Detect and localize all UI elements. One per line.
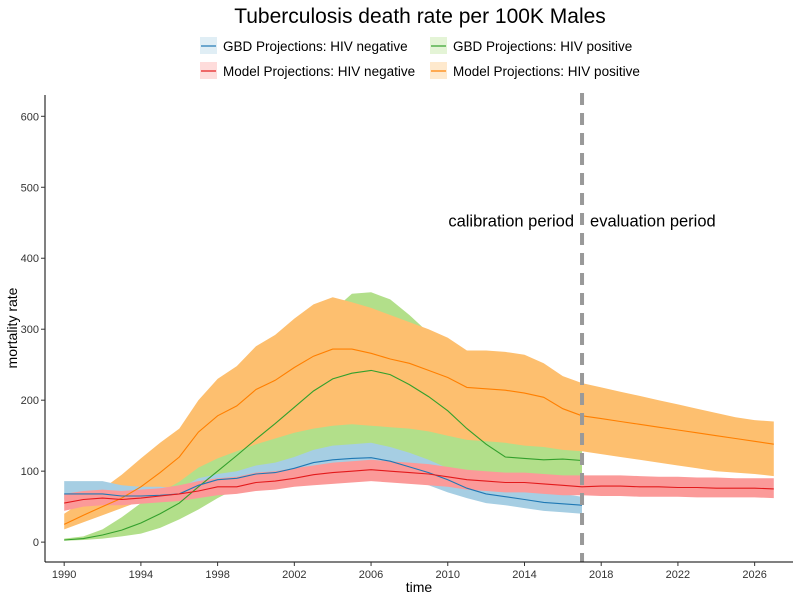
series-lines — [63, 348, 774, 541]
x-tick-label: 1990 — [52, 569, 76, 581]
x-tick-label: 2006 — [359, 569, 383, 581]
line-series-3 — [64, 469, 774, 504]
legend-item: Model Projections: HIV negative — [200, 62, 415, 79]
y-tick-label: 100 — [21, 466, 39, 478]
legend-label: Model Projections: HIV positive — [453, 64, 640, 79]
line-series-1 — [63, 348, 774, 525]
calibration-period-label: calibration period — [448, 212, 574, 230]
x-tick-label: 2002 — [282, 569, 306, 581]
line-series-0 — [64, 369, 583, 541]
y-tick-label: 0 — [33, 537, 39, 549]
x-tick-label: 2026 — [742, 569, 766, 581]
y-axis-title: mortality rate — [4, 287, 20, 368]
x-tick-label: 2010 — [436, 569, 460, 581]
legend: GBD Projections: HIV negative GBD Project… — [200, 37, 640, 79]
legend-item: GBD Projections: HIV positive — [430, 37, 632, 54]
x-axis-title: time — [406, 579, 433, 595]
y-tick-label: 300 — [21, 324, 39, 336]
confidence-bands — [64, 292, 774, 541]
legend-label: GBD Projections: HIV positive — [453, 39, 632, 54]
x-tick-label: 2022 — [666, 569, 690, 581]
line-series-2 — [64, 457, 583, 506]
legend-item: GBD Projections: HIV negative — [200, 37, 408, 54]
x-tick-label: 2018 — [589, 569, 613, 581]
chart-title: Tuberculosis death rate per 100K Males — [234, 5, 606, 28]
x-tick-label: 1994 — [129, 569, 153, 581]
x-tick-label: 1998 — [205, 569, 229, 581]
y-tick-label: 500 — [21, 182, 39, 194]
band-series-1 — [64, 297, 774, 530]
axes: 0 100 200 300 400 500 600 1990 1994 1998 2002 2006 2… — [21, 95, 793, 581]
legend-label: Model Projections: HIV negative — [223, 64, 415, 79]
y-tick-label: 600 — [21, 111, 39, 123]
legend-item: Model Projections: HIV positive — [430, 62, 640, 79]
y-tick-label: 400 — [21, 253, 39, 265]
legend-label: GBD Projections: HIV negative — [223, 39, 408, 54]
x-tick-label: 2014 — [512, 569, 536, 581]
y-tick-label: 200 — [21, 395, 39, 407]
evaluation-period-label: evaluation period — [590, 212, 716, 230]
band-series-2 — [64, 442, 582, 514]
